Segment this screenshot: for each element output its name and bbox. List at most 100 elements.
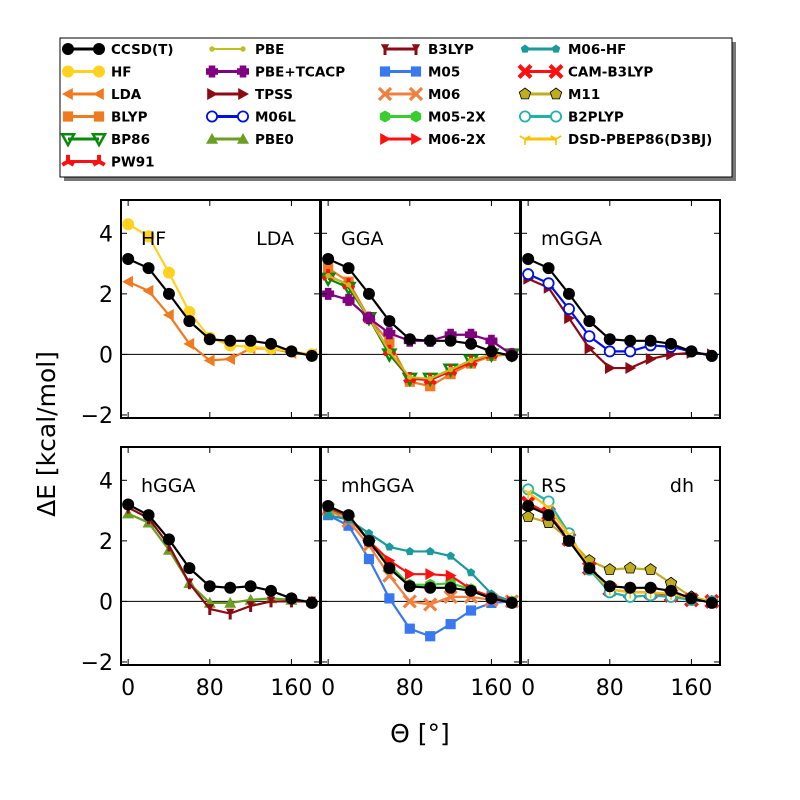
- legend-m05-label: M05: [428, 65, 460, 81]
- panel-3-ccsd-t-line: [527, 258, 713, 358]
- panel-1-ccsd-t-point-7: [265, 337, 278, 350]
- panel-6-xtick-label: 80: [596, 676, 624, 701]
- panel-2-series: [321, 253, 520, 392]
- legend-hf-label: HF: [111, 65, 132, 81]
- panel-2: GGA: [320, 199, 521, 419]
- panel-2-pbe-point-1: [345, 282, 352, 288]
- legend-pbe0-marker-start: [206, 133, 218, 144]
- panel-1-ccsd-t-point-6: [244, 334, 257, 347]
- panel-2-pbe-tcacp-point-0: [322, 287, 335, 300]
- panel-5-m05-point-2: [363, 553, 375, 565]
- panel-2-pbe-line: [327, 274, 512, 380]
- legend-m05-2x-marker-start: [379, 110, 391, 123]
- panel-2-pbe-point-0: [325, 272, 331, 279]
- panel-5: 0 80 160 mhGGA: [320, 446, 521, 701]
- panel-1-ytick-label: −2: [81, 404, 113, 429]
- panel-6-xtick-label: 0: [521, 676, 535, 701]
- panel-2-ccsd-t-point-5: [424, 334, 437, 347]
- legend-lda-label: LDA: [111, 87, 142, 103]
- panel-4-pbe0-line: [127, 512, 312, 605]
- panel-4-pbe0-point-5: [224, 596, 237, 608]
- panel-6-ccsd-t-point-4: [603, 580, 616, 593]
- panel-6-series: [521, 483, 720, 609]
- panel-5-m06-hf-point-7: [466, 568, 476, 577]
- panel-4-ccsd-t-point-1: [142, 509, 155, 522]
- panel-5-m06-point-4: [402, 594, 417, 609]
- legend-b2plyp-marker-start: [519, 110, 532, 123]
- panel-1-label: HF: [141, 228, 166, 250]
- panel-6-dsd-pbep86-d3bj-point-0: [522, 488, 534, 499]
- panel-2-label: GGA: [341, 228, 383, 250]
- panel-2-pbe-tcacp-point-3: [383, 327, 396, 340]
- panel-1-ccsd-t-point-9: [305, 349, 318, 362]
- panel-3-tpss-point-4: [604, 362, 616, 375]
- panel-4-ccsd-t-point-4: [203, 580, 216, 593]
- panel-2-pbe-point-5: [427, 375, 433, 382]
- legend-pbe0-marker-end: [237, 133, 249, 144]
- panel-6-m11-point-4: [603, 563, 616, 575]
- panel-1-ccsd-t-point-2: [162, 287, 175, 300]
- panel-2-pbe-tcacp-point-7: [465, 328, 478, 341]
- panel-2-pbe-point-4: [407, 374, 413, 380]
- panel-2-pbe-point-6: [447, 366, 454, 373]
- panel-1-hf-point-3: [183, 306, 196, 319]
- legend-bp86-marker-end: [90, 132, 108, 148]
- panel-5-ccsd-t-point-3: [383, 562, 396, 575]
- panel-2-ccsd-t-point-4: [403, 333, 416, 346]
- panel-1-lda-point-2: [162, 309, 174, 322]
- panel-5-m05-point-3: [384, 593, 395, 604]
- panel-4-b3lyp-line: [127, 506, 312, 615]
- panel-3-tpss-point-3: [584, 342, 596, 355]
- panel-4-ccsd-t-point-2: [162, 533, 175, 546]
- panel-4-ccsd-t-line: [127, 503, 313, 605]
- panel-3: mGGA: [520, 199, 721, 419]
- legend-tpss-marker-start: [207, 88, 218, 100]
- legend-m11-marker-end: [549, 87, 563, 100]
- panel-6-m11-point-5: [624, 561, 637, 574]
- legend-bp86-label: BP86: [111, 132, 150, 148]
- panel-3-tpss-point-2: [564, 312, 575, 325]
- panel-4-xtick-label: 80: [196, 676, 224, 701]
- panel-1-ytick-label: 4: [99, 222, 113, 247]
- panel-3-m06l-point-2: [562, 302, 575, 315]
- legend-pbe-tcacp-marker-start: [206, 65, 218, 78]
- legend-m06-2x-marker-end: [411, 133, 422, 145]
- panel-5-ccsd-t-point-6: [444, 581, 457, 594]
- panel-1-ccsd-t-point-8: [285, 345, 298, 358]
- panel-3-m06l-point-5: [624, 345, 637, 358]
- panel-6-xtick-label: 160: [670, 676, 712, 701]
- panel-3-ccsd-t-point-0: [522, 253, 535, 266]
- legend-lda-marker-start: [62, 88, 73, 100]
- panel-3-ccsd-t-point-9: [705, 349, 718, 362]
- panel-2-pbe-tcacp-line: [327, 292, 513, 356]
- legend-frame: [59, 37, 733, 178]
- legend-m06-2x-label: M06-2X: [428, 132, 486, 148]
- panel-3-m06l-line: [527, 273, 713, 358]
- panel-5-label: mhGGA: [341, 475, 414, 497]
- legend: CCSD(T) HF LDA BLYP BP86 PW91 PBE PBE+TCACP TPSS…: [59, 37, 736, 181]
- legend-tpss-marker-end: [238, 88, 249, 100]
- panel-5-m06-hf-point-6: [446, 551, 455, 560]
- panel-1-ccsd-t-point-5: [224, 334, 237, 347]
- panel-1-ccsd-t-point-1: [142, 262, 155, 275]
- legend-m06l-label: M06L: [255, 110, 296, 126]
- panel-5-ccsd-t-point-7: [465, 584, 478, 597]
- legend-blyp-marker-end: [93, 111, 105, 122]
- panel-5-m05-point-1: [343, 520, 354, 531]
- legend-m06l-marker-end: [236, 110, 249, 123]
- panels: −2 0 2 4 HF LDA GGA mGGA −2 0 2 4 0 80 160 hGGA 0 80 160 mh…: [81, 199, 721, 701]
- panel-3-ccsd-t-point-2: [562, 287, 575, 300]
- legend-ccsd-t-marker-start: [62, 43, 74, 55]
- panel-4-series: [122, 498, 318, 620]
- panel-5-m06-2x-point-5: [425, 568, 437, 581]
- panel-4-xtick-label: 160: [270, 676, 312, 701]
- panel-3-ccsd-t-point-8: [685, 345, 698, 358]
- panel-3-ccsd-t-point-1: [542, 262, 555, 275]
- panel-5-m05-point-7: [465, 605, 477, 616]
- panel-2-pw91-line: [327, 274, 512, 382]
- panel-2-blyp-point-3: [384, 337, 395, 348]
- legend-m06-marker-end: [408, 86, 424, 102]
- panel-3-tpss-line: [527, 277, 712, 370]
- panel-1: −2 0 2 4 HF LDA: [81, 199, 321, 429]
- panel-4-b3lyp-point-4: [205, 604, 214, 615]
